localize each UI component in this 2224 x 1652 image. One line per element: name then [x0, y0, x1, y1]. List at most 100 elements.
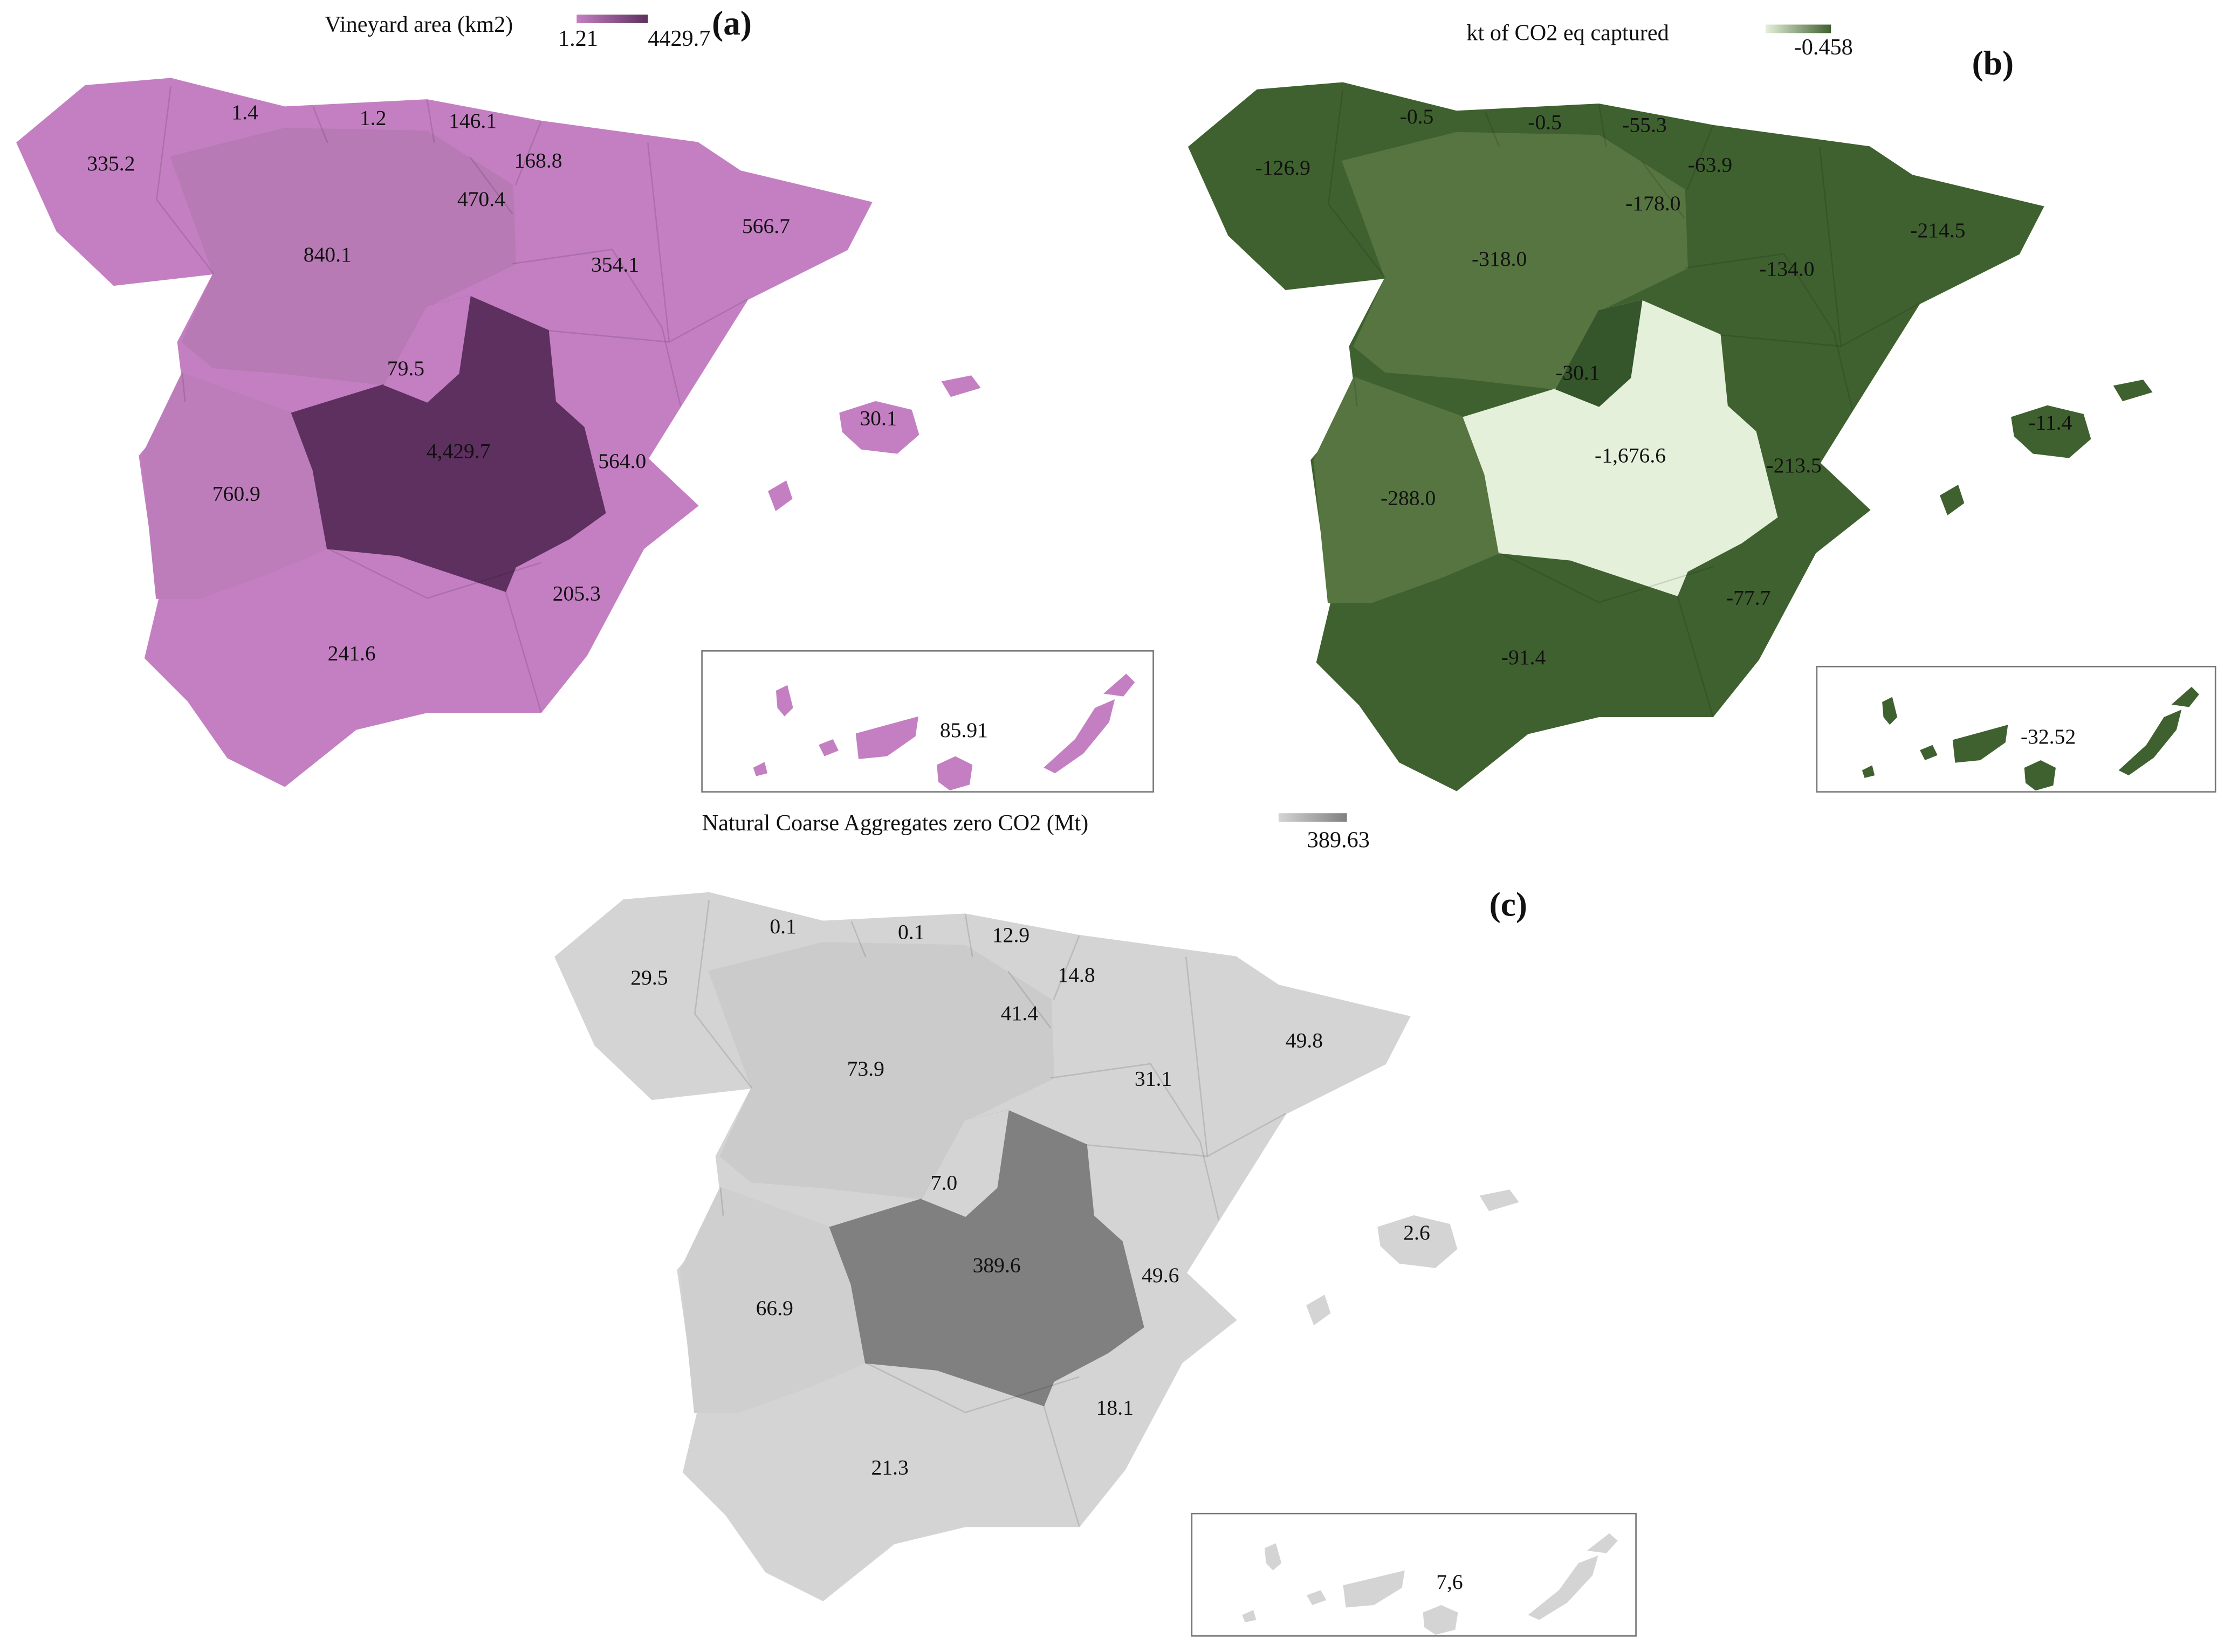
region-label: -77.7: [1726, 586, 1770, 609]
region: [383, 295, 471, 403]
region-border: [1086, 1144, 1208, 1157]
island: [2113, 380, 2153, 402]
region-border: [1598, 104, 1607, 147]
region-label: 168.8: [514, 149, 562, 173]
legend-title: Vineyard area (km2): [325, 12, 513, 37]
region-label: -30.1: [1555, 361, 1600, 384]
island: [1528, 1555, 1598, 1620]
region-border: [1185, 956, 1286, 1158]
region-border: [156, 85, 215, 274]
panel-label: (a): [712, 4, 752, 42]
island: [1306, 1295, 1331, 1326]
region-label: -91.4: [1501, 645, 1546, 669]
region-border: [1676, 595, 1714, 717]
region-border: [1043, 1405, 1080, 1527]
legend-bar: [576, 15, 648, 23]
map-panel: -126.9 -0.5 -0.5 -55.3 -63.9 -178.0 -318.0 -134…: [1187, 82, 2153, 791]
region-label: 12.9: [992, 923, 1029, 947]
legend-label: 4429.7: [648, 26, 710, 51]
inset-box: [701, 650, 1154, 793]
region-border: [548, 329, 670, 343]
island: [1343, 1570, 1405, 1608]
legend-title: kt of CO2 eq captured: [1466, 20, 1669, 46]
inset-box: [1191, 1512, 1637, 1637]
region-label: 146.1: [449, 109, 497, 133]
region-label: 29.5: [630, 966, 668, 989]
region-border: [647, 142, 748, 343]
island: [1242, 1610, 1257, 1623]
island: [775, 685, 793, 717]
region-label: 566.7: [742, 214, 790, 238]
region-label: -318.0: [1472, 247, 1527, 271]
region-label: 0.1: [898, 920, 925, 944]
region-label: 73.9: [847, 1057, 884, 1080]
legend-label: 389.63: [1307, 828, 1370, 853]
region-label: 205.3: [553, 581, 601, 605]
island: [1264, 1543, 1282, 1571]
region-label: 0.1: [770, 914, 797, 938]
region-label: 49.8: [1286, 1028, 1323, 1052]
island: [2171, 686, 2199, 707]
region-label: 354.1: [591, 252, 639, 276]
region-border: [1686, 125, 1714, 190]
region-border: [1818, 147, 1920, 348]
island: [1952, 725, 2008, 763]
region-border: [181, 373, 186, 402]
region-border: [1641, 161, 1685, 219]
region-label: -0.5: [1528, 110, 1562, 134]
island: [1882, 697, 1898, 725]
region-border: [1007, 970, 1052, 1029]
region-border: [1051, 1063, 1220, 1221]
island: [819, 739, 839, 756]
region-label: -55.3: [1622, 113, 1666, 137]
legend-label: -0.458: [1794, 35, 1853, 60]
region-label: -11.4: [2028, 411, 2072, 435]
region-label: 470.4: [457, 187, 505, 211]
island: [1920, 745, 1938, 760]
region-label: 4,429.7: [427, 439, 491, 463]
island: [2118, 710, 2182, 776]
region-border: [469, 156, 513, 215]
region-border: [964, 914, 973, 958]
region-label: 241.6: [328, 641, 376, 665]
legend-title: Natural Coarse Aggregates zero CO2 (Mt): [702, 810, 1089, 836]
island: [937, 756, 973, 790]
region-border: [1327, 90, 1386, 279]
region: [1555, 300, 1643, 407]
region-label: -213.5: [1767, 453, 1822, 477]
legend-bar: [1765, 24, 1831, 33]
island: [1479, 1189, 1519, 1212]
inset-box: [1816, 665, 2216, 793]
island: [941, 375, 981, 397]
region-label: 41.4: [1001, 1001, 1038, 1025]
region-border: [719, 1187, 724, 1216]
region-border: [865, 1362, 1080, 1414]
region-border: [312, 107, 328, 143]
region-border: [1053, 935, 1080, 1000]
map-panel: 335.2 1.4 1.2 146.1 168.8 470.4 840.1 354.1 566.…: [16, 78, 981, 787]
region-label: 14.8: [1058, 963, 1095, 987]
region-label: 564.0: [598, 449, 646, 473]
island: [2011, 405, 2091, 458]
region-border: [426, 100, 435, 143]
region-border: [1720, 334, 1841, 347]
region-label: -63.9: [1688, 153, 1732, 177]
region-label: -288.0: [1381, 486, 1436, 510]
region-label: -0.5: [1400, 105, 1434, 128]
region-label: 335.2: [87, 152, 135, 175]
region-label: 7,6: [1436, 1570, 1463, 1594]
region-label: 2.6: [1403, 1221, 1430, 1244]
region-label: 7.0: [931, 1171, 958, 1194]
region-label: 21.3: [871, 1455, 908, 1479]
island: [1306, 1590, 1327, 1605]
region-label: -178.0: [1625, 191, 1680, 215]
region-label: 66.9: [756, 1296, 793, 1320]
region-border: [850, 921, 867, 958]
region-label: 49.6: [1142, 1263, 1179, 1287]
region-label: 85.91: [940, 718, 988, 742]
region-border: [327, 547, 541, 599]
island: [768, 480, 793, 511]
island: [1103, 673, 1135, 697]
panel-label: (c): [1489, 885, 1527, 923]
island: [1587, 1533, 1618, 1553]
